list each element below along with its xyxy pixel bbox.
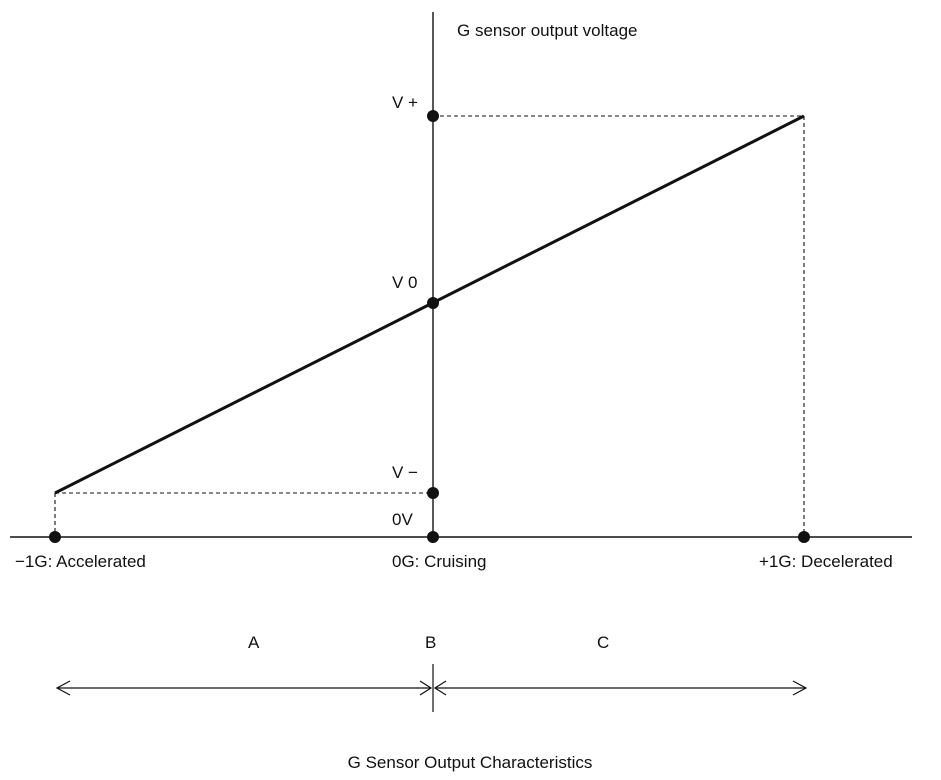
label-plus-one-g: +1G: Decelerated (759, 552, 893, 571)
region-label-a: A (248, 633, 260, 652)
label-minus-one-g: −1G: Accelerated (15, 552, 146, 571)
point-minus-one-g (49, 531, 61, 543)
label-zero-g: 0G: Cruising (392, 552, 486, 571)
range-c-left-arrowhead (433, 680, 447, 696)
y-axis-title: G sensor output voltage (457, 21, 638, 40)
point-v-zero (427, 297, 439, 309)
point-v-plus (427, 110, 439, 122)
diagram-caption: G Sensor Output Characteristics (348, 753, 593, 772)
point-plus-one-g (798, 531, 810, 543)
label-v-minus: V − (392, 463, 418, 482)
label-v-zero: V 0 (392, 273, 418, 292)
region-label-b: B (425, 633, 436, 652)
label-v-plus: V + (392, 93, 418, 112)
label-zero-volt: 0V (392, 510, 413, 529)
region-label-c: C (597, 633, 609, 652)
point-origin (427, 531, 439, 543)
range-a-left-arrowhead (55, 680, 71, 696)
range-a-right-arrowhead (419, 680, 433, 696)
range-c-right-arrowhead (792, 680, 808, 696)
point-v-minus (427, 487, 439, 499)
